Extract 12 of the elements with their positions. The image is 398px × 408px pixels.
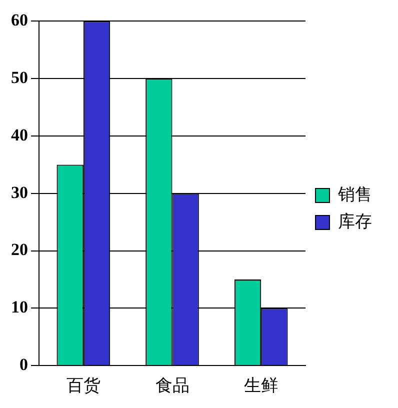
y-tick-label: 60: [11, 10, 28, 30]
y-tick-label: 30: [11, 182, 28, 202]
y-tick-label: 10: [11, 298, 28, 317]
x-tick-label: 食品: [155, 376, 190, 396]
x-tick-label: 百货: [66, 376, 100, 396]
y-tick-label: 20: [11, 240, 28, 260]
x-tick-label: 生鲜: [244, 376, 278, 396]
y-tick-label: 50: [11, 68, 28, 87]
legend-label: 销售: [337, 184, 372, 205]
y-tick-label: 40: [11, 125, 28, 144]
legend-label: 库存: [338, 212, 372, 232]
y-tick-label: 0: [20, 354, 28, 374]
